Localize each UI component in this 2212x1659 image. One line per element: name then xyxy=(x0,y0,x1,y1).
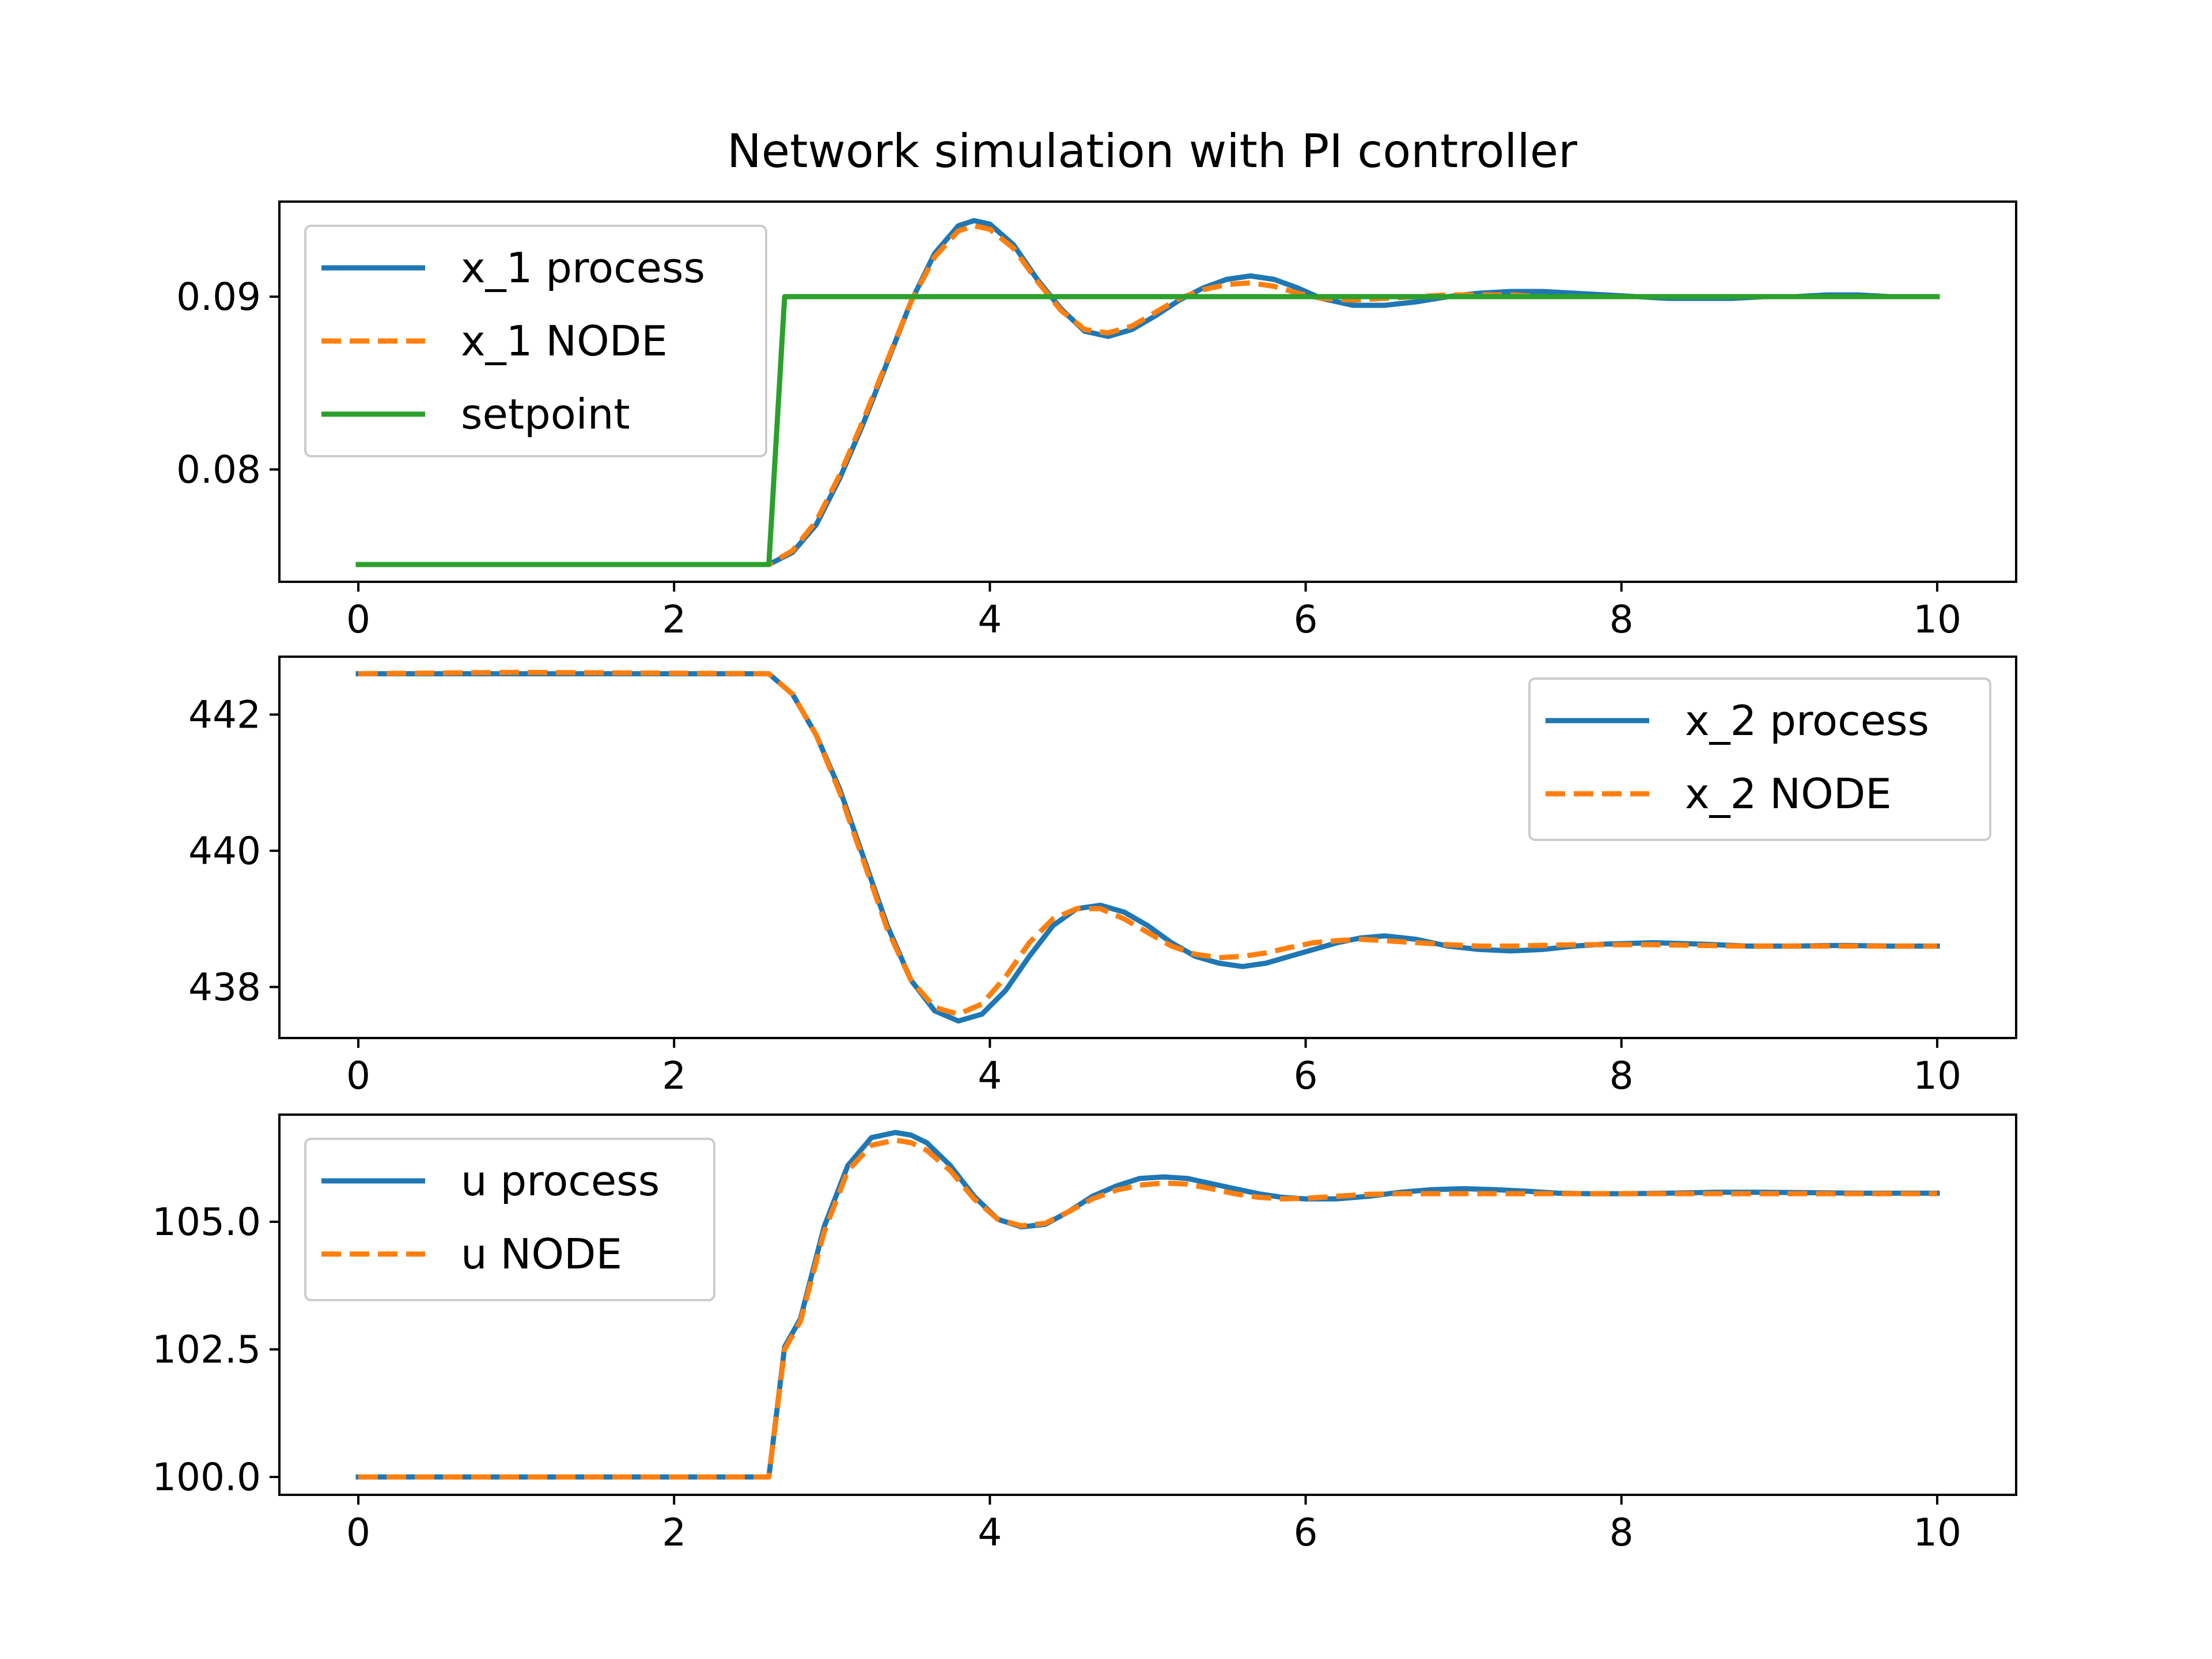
x-tick-label-3-5: 8 xyxy=(1609,1510,1634,1555)
x-tick-label-2-6: 10 xyxy=(1913,1054,1961,1098)
y-tick-label-2-1: 438 xyxy=(188,965,261,1009)
x-tick-label-2-1: 0 xyxy=(346,1054,370,1098)
series-line-3-2 xyxy=(358,1137,1937,1480)
y-tick-label-2-2: 440 xyxy=(188,829,261,873)
x-tick-label-2-5: 8 xyxy=(1609,1054,1634,1098)
x-tick-label-1-1: 0 xyxy=(346,597,370,642)
y-tick-label-3-1: 100.0 xyxy=(152,1455,261,1499)
legend-label-2-2: x_2 NODE xyxy=(1685,770,1892,818)
x-tick-label-3-2: 2 xyxy=(662,1510,686,1555)
x-tick-label-3-1: 0 xyxy=(346,1510,370,1555)
x-tick-label-3-3: 4 xyxy=(978,1510,1002,1555)
x-tick-label-3-6: 10 xyxy=(1913,1510,1961,1555)
x-tick-label-1-6: 10 xyxy=(1913,597,1961,642)
x-tick-label-1-2: 2 xyxy=(662,597,686,642)
y-tick-label-3-2: 102.5 xyxy=(152,1328,261,1372)
axes-frame-1 xyxy=(278,200,2017,583)
legend-label-1-2: x_1 NODE xyxy=(461,317,668,365)
legend-box-1 xyxy=(304,225,767,457)
legend-2: x_2 process x_2 NODE xyxy=(1528,677,1991,841)
legend-label-3-2: u NODE xyxy=(461,1230,622,1278)
x-tick-label-2-4: 6 xyxy=(1294,1054,1318,1098)
series-line-2-2 xyxy=(358,669,1937,1017)
y-tick-label-1-2: 0.09 xyxy=(176,275,261,319)
x-tick-label-1-3: 4 xyxy=(978,597,1002,642)
x-tick-label-1-4: 6 xyxy=(1294,597,1318,642)
legend-1: x_1 process x_1 NODE setpoint xyxy=(304,225,767,457)
subplot-1: 0 2 4 6 8 10 0.08 0.09 x_1 process x_1 NODE setpoi… xyxy=(176,200,2017,642)
legend-label-1-1: x_1 process xyxy=(461,244,705,292)
subplot-3: 0 2 4 6 8 10 100.0 102.5 105.0 u process u NODE xyxy=(152,1113,2017,1555)
axes-frame-2 xyxy=(278,656,2017,1039)
series-line-1-3 xyxy=(355,294,1940,567)
y-tick-label-2-3: 442 xyxy=(188,692,261,737)
legend-label-1-3: setpoint xyxy=(461,390,630,438)
x-tick-label-2-3: 4 xyxy=(978,1054,1002,1098)
x-tick-label-3-4: 6 xyxy=(1294,1510,1318,1555)
y-tick-label-1-1: 0.08 xyxy=(176,448,261,492)
figure-title: Network simulation with PI controller xyxy=(727,124,1577,178)
x-tick-label-2-2: 2 xyxy=(662,1054,686,1098)
axes-frame-3 xyxy=(278,1113,2017,1496)
legend-3: u process u NODE xyxy=(304,1138,715,1301)
subplot-2: 0 2 4 6 8 10 438 440 442 x_2 process x_2 NODE xyxy=(188,656,2017,1098)
legend-label-2-1: x_2 process xyxy=(1685,696,1929,745)
legend-label-3-1: u process xyxy=(461,1157,660,1205)
series-line-3-1 xyxy=(355,1130,1940,1480)
y-tick-label-3-3: 105.0 xyxy=(152,1200,261,1244)
x-tick-label-1-5: 8 xyxy=(1609,597,1634,642)
